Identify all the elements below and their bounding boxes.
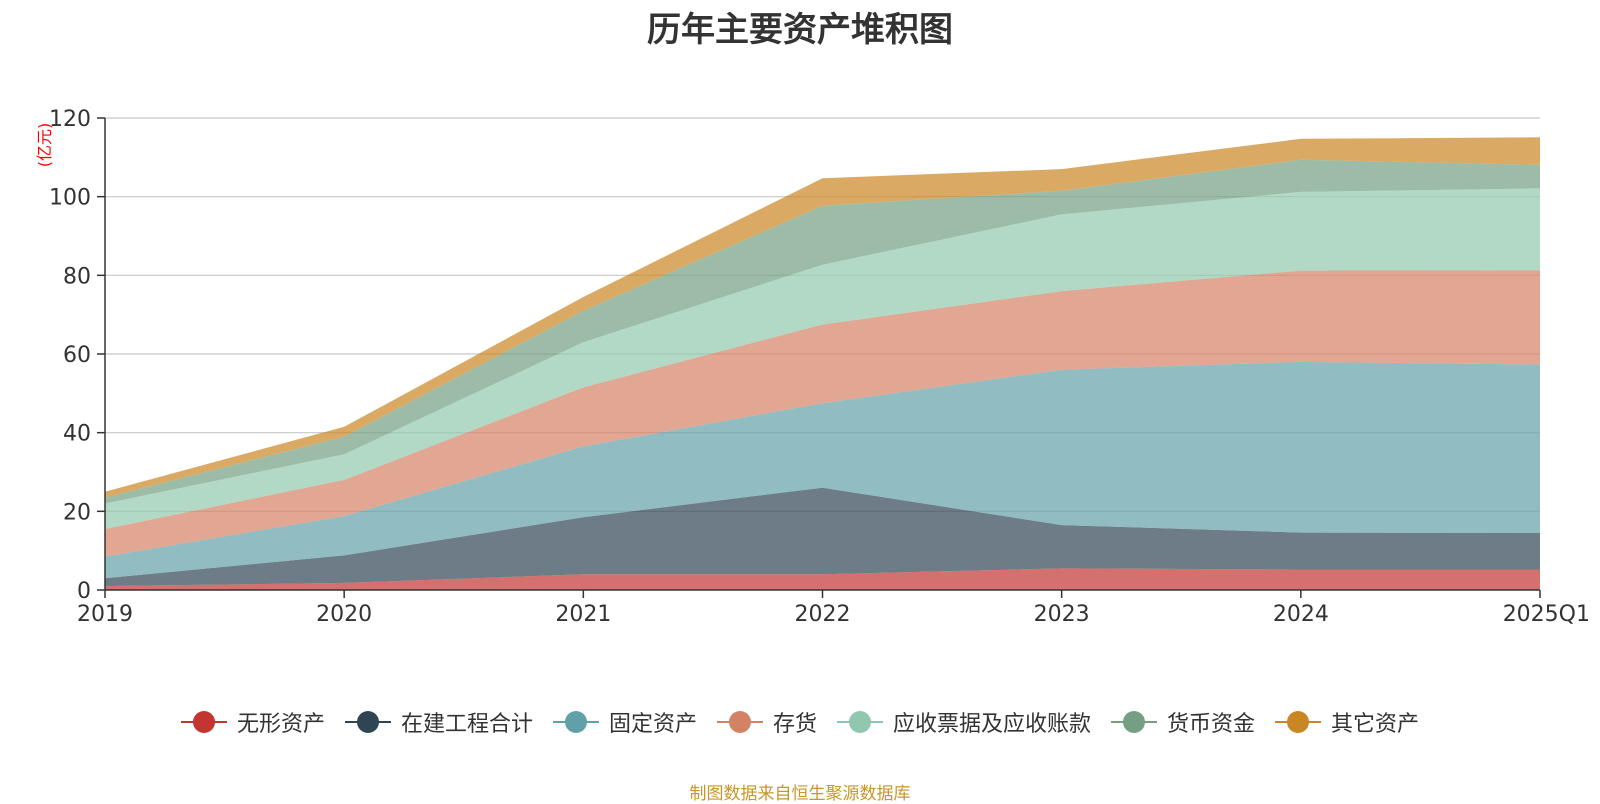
legend-marker-icon <box>344 710 391 734</box>
legend-marker-icon <box>716 710 763 734</box>
legend-item-4[interactable]: 应收票据及应收账款 <box>837 706 1091 738</box>
area-series-layer <box>105 137 1540 590</box>
x-tick-label: 2019 <box>77 602 133 627</box>
legend-marker-icon <box>552 710 599 734</box>
x-tick-label: 2022 <box>795 602 851 627</box>
y-axis-unit-label: (亿元) <box>35 123 54 168</box>
area-series-5 <box>105 159 1540 504</box>
axes: 0 20 40 60 80 100 120 2019 2020 2021 2022 2023 2024 2… <box>49 107 1590 627</box>
legend-item-3[interactable]: 存货 <box>716 706 817 738</box>
legend-item-2[interactable]: 固定资产 <box>552 706 697 738</box>
y-tick-label: 40 <box>63 422 91 447</box>
legend-marker-icon <box>837 710 883 734</box>
legend-item-5[interactable]: 货币资金 <box>1111 706 1255 738</box>
x-tick-label: 2025Q1 <box>1503 602 1590 627</box>
legend-item-0[interactable]: 无形资产 <box>180 706 325 738</box>
y-tick-label: 0 <box>77 579 91 604</box>
legend-label: 应收票据及应收账款 <box>893 712 1092 737</box>
y-tick-label: 20 <box>63 500 91 525</box>
legend-marker-icon <box>180 710 227 734</box>
y-tick-label: 80 <box>63 264 91 289</box>
area-series-4 <box>105 188 1540 529</box>
chart-title: 历年主要资产堆积图 <box>647 10 953 50</box>
legend-label: 货币资金 <box>1167 712 1256 737</box>
x-tick-label: 2020 <box>316 602 372 627</box>
x-tick-label: 2021 <box>555 602 611 627</box>
legend-label: 在建工程合计 <box>400 712 533 737</box>
legend-marker-icon <box>1111 710 1158 734</box>
y-tick-label: 120 <box>49 107 91 132</box>
legend-item-1[interactable]: 在建工程合计 <box>344 706 533 738</box>
legend-label: 无形资产 <box>236 712 325 737</box>
legend-label: 固定资产 <box>608 712 697 737</box>
y-tick-label: 100 <box>49 186 91 211</box>
legend: 无形资产 在建工程合计 固定资产 存货 应收票据及应收账款 货币资金 其它资产 <box>0 702 1600 742</box>
legend-label: 其它资产 <box>1331 712 1420 737</box>
area-series-1 <box>105 487 1540 587</box>
y-tick-label: 60 <box>63 343 91 368</box>
legend-marker-icon <box>1275 710 1322 734</box>
area-series-0 <box>105 568 1540 590</box>
legend-label: 存货 <box>772 712 817 737</box>
area-series-3 <box>105 270 1540 557</box>
legend-item-6[interactable]: 其它资产 <box>1275 706 1419 738</box>
x-tick-label: 2024 <box>1273 602 1329 627</box>
area-series-2 <box>105 361 1540 579</box>
data-source-note: 制图数据来自恒生聚源数据库 <box>689 784 911 804</box>
x-tick-label: 2023 <box>1034 602 1090 627</box>
